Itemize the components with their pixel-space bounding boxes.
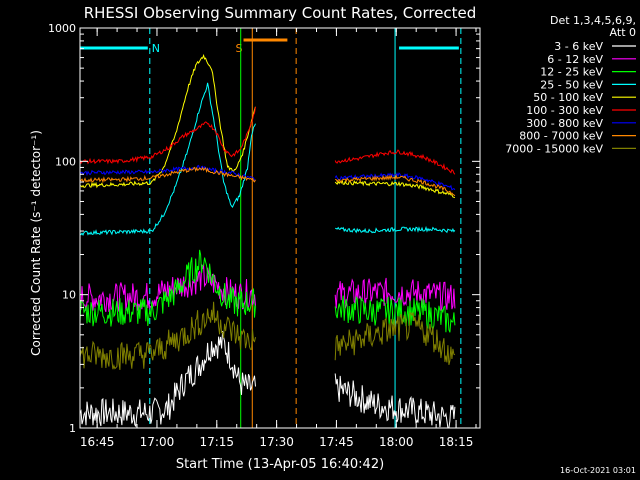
series-line [334, 295, 456, 333]
status-bar-label: N [152, 42, 160, 55]
series-line [334, 311, 456, 366]
legend-label: 50 - 100 keV [533, 91, 603, 104]
axis-ticks: 1 10 100 1000 16:45 17:00 17:15 17:30 17:45 18:00… [48, 22, 480, 449]
series-lines [79, 53, 456, 429]
series-line [334, 373, 456, 429]
series-line [334, 277, 456, 311]
series-line [335, 173, 456, 197]
plot-frame [79, 27, 481, 429]
x-tick-label: 17:15 [199, 435, 234, 449]
legend-label: 300 - 800 keV [526, 117, 603, 130]
series-line [79, 301, 256, 370]
x-tick-label: 16:45 [80, 435, 115, 449]
y-tick-label: 10 [62, 289, 76, 302]
series-line [79, 53, 256, 189]
x-tick-label: 18:00 [379, 435, 414, 449]
series-line [334, 179, 456, 199]
series-line [334, 172, 456, 191]
series-line [79, 264, 256, 313]
x-tick-label: 18:15 [439, 435, 474, 449]
x-tick-label: 17:45 [319, 435, 354, 449]
y-tick-label: 100 [55, 155, 76, 168]
series-line [79, 106, 256, 165]
vertical-markers [149, 28, 462, 428]
legend-label: 6 - 12 keV [547, 53, 603, 66]
status-bar-label: S [236, 42, 243, 55]
legend-label: 100 - 300 keV [526, 104, 603, 117]
x-tick-label: 17:30 [259, 435, 294, 449]
x-tick-label: 17:00 [140, 435, 175, 449]
y-axis-label: Corrected Count Rate (s⁻¹ detector⁻¹) [29, 130, 43, 356]
series-line [79, 82, 256, 236]
legend-label: 3 - 6 keV [554, 40, 603, 53]
series-line [79, 249, 256, 327]
generation-timestamp: 16-Oct-2021 03:01 [560, 466, 636, 475]
series-line [79, 166, 256, 184]
legend-label: 25 - 50 keV [540, 78, 603, 91]
chart-title: RHESSI Observing Summary Count Rates, Co… [84, 4, 477, 22]
series-line [79, 330, 256, 428]
legend-header: Att 0 [610, 26, 636, 39]
legend-header: Det 1,3,4,5,6,9, [550, 14, 636, 27]
legend-label: 12 - 25 keV [540, 66, 603, 79]
x-axis-label: Start Time (13-Apr-05 16:40:42) [176, 457, 384, 472]
y-tick-label: 1 [69, 422, 76, 435]
legend-label: 7000 - 15000 keV [505, 142, 603, 155]
series-line [334, 149, 456, 175]
y-tick-label: 1000 [48, 22, 76, 35]
legend-label: 800 - 7000 keV [519, 130, 603, 143]
series-line [335, 225, 456, 234]
